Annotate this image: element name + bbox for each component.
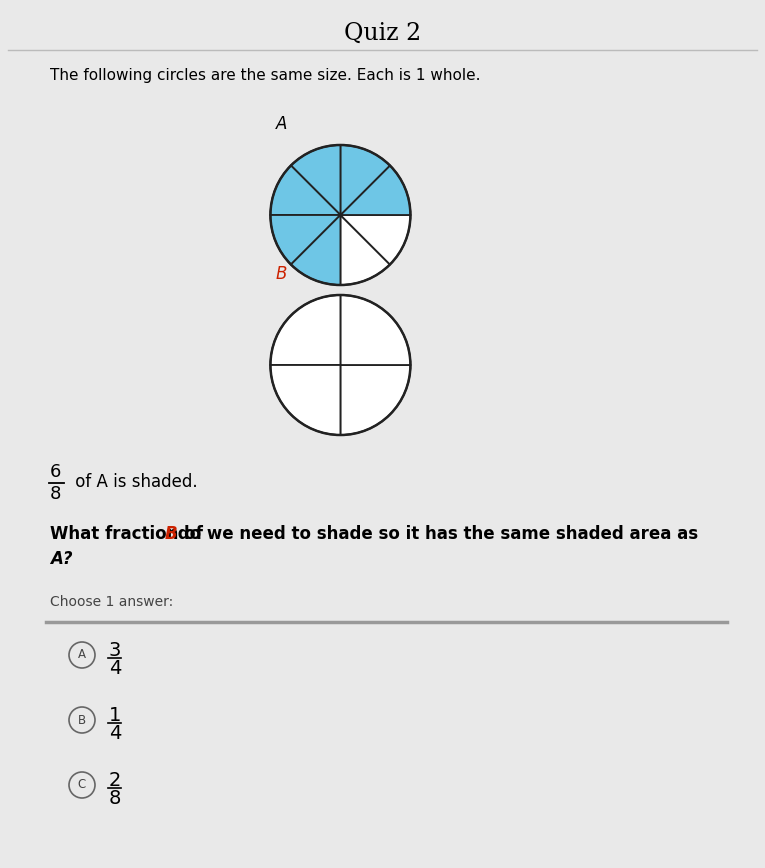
Wedge shape [340,145,390,215]
Wedge shape [340,215,411,265]
Wedge shape [340,365,411,435]
Text: B: B [164,525,177,543]
Text: C: C [78,779,86,792]
Wedge shape [291,215,340,285]
Text: What fraction of: What fraction of [50,525,209,543]
Text: B: B [78,713,86,727]
Wedge shape [270,365,340,435]
Text: 3: 3 [109,641,122,660]
Wedge shape [270,215,340,265]
Text: 4: 4 [109,659,122,678]
Text: 6: 6 [50,463,61,481]
Text: of A is shaded.: of A is shaded. [70,473,197,491]
Text: A?: A? [50,550,73,568]
Wedge shape [291,145,340,215]
Wedge shape [340,215,390,285]
Wedge shape [270,166,340,215]
Text: Quiz 2: Quiz 2 [344,22,421,45]
Wedge shape [270,295,340,365]
Wedge shape [340,166,411,215]
Text: A: A [78,648,86,661]
Text: A: A [275,115,287,133]
Text: 8: 8 [50,485,61,503]
Text: 1: 1 [109,706,122,725]
Text: 8: 8 [109,789,122,808]
Text: The following circles are the same size. Each is 1 whole.: The following circles are the same size.… [50,68,480,83]
Text: 4: 4 [109,724,122,743]
Text: B: B [275,265,287,283]
Text: do we need to shade so it has the same shaded area as: do we need to shade so it has the same s… [172,525,698,543]
Text: 2: 2 [109,771,122,790]
Text: Choose 1 answer:: Choose 1 answer: [50,595,173,609]
Wedge shape [340,295,411,365]
